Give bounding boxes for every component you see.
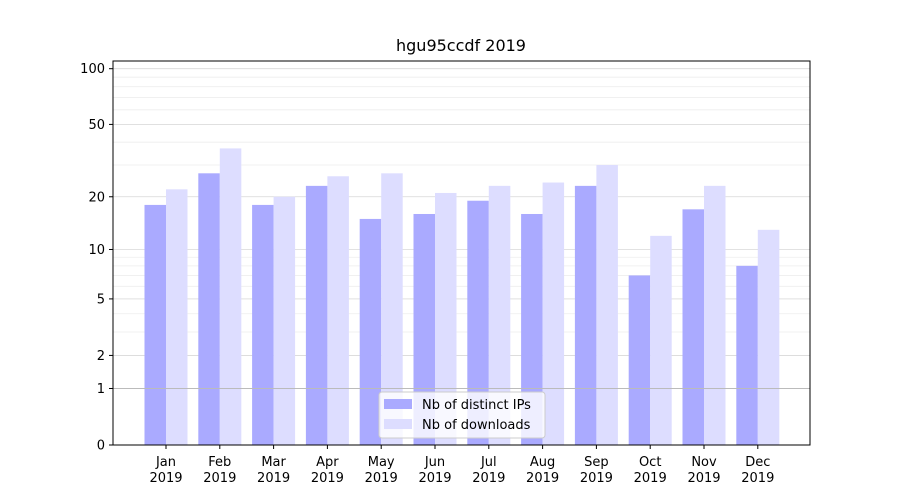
x-tick-label-month: May bbox=[368, 455, 395, 470]
bar-distinct-ips bbox=[144, 204, 166, 445]
x-tick-label-year: 2019 bbox=[526, 471, 559, 486]
x-axis: Jan2019Feb2019Mar2019Apr2019May2019Jun20… bbox=[149, 445, 774, 486]
bar-downloads bbox=[327, 176, 349, 446]
bar-distinct-ips bbox=[628, 275, 651, 445]
bar-downloads bbox=[542, 182, 565, 445]
x-tick-label-month: Feb bbox=[208, 455, 231, 470]
y-tick-label: 1 bbox=[97, 382, 105, 397]
x-tick-label-year: 2019 bbox=[311, 471, 344, 486]
x-tick-label-year: 2019 bbox=[580, 471, 613, 486]
bar-downloads bbox=[596, 165, 618, 445]
bar-downloads bbox=[757, 229, 780, 445]
bar-downloads bbox=[435, 192, 457, 445]
bar-distinct-ips bbox=[736, 265, 758, 445]
y-tick-label: 100 bbox=[80, 62, 105, 77]
legend-label: Nb of distinct IPs bbox=[422, 398, 531, 413]
bar-distinct-ips bbox=[198, 173, 220, 445]
bar-downloads bbox=[704, 185, 726, 445]
legend-swatch bbox=[384, 419, 412, 429]
bar-distinct-ips bbox=[574, 185, 597, 445]
bar-downloads bbox=[381, 173, 403, 445]
x-tick-label-month: Apr bbox=[316, 455, 339, 470]
legend: Nb of distinct IPs Nb of downloads bbox=[378, 391, 546, 439]
bars bbox=[113, 148, 810, 446]
x-tick-label-year: 2019 bbox=[472, 471, 505, 486]
bar-downloads bbox=[650, 235, 672, 445]
x-tick-label-month: Jan bbox=[155, 455, 176, 470]
x-tick-label-year: 2019 bbox=[741, 471, 774, 486]
x-tick-label-month: Aug bbox=[530, 455, 555, 470]
bar-distinct-ips bbox=[305, 185, 328, 445]
x-tick-label-month: Mar bbox=[261, 455, 286, 470]
y-tick-label: 0 bbox=[97, 439, 105, 454]
y-tick-label: 5 bbox=[97, 292, 105, 307]
x-tick-label-month: Dec bbox=[745, 455, 770, 470]
chart-title: hgu95ccdf 2019 bbox=[396, 36, 526, 55]
bar-downloads bbox=[488, 185, 511, 445]
bar-distinct-ips bbox=[467, 200, 489, 445]
legend-swatch bbox=[384, 399, 412, 409]
legend-box bbox=[378, 391, 546, 439]
x-tick-label-month: Nov bbox=[691, 455, 717, 470]
x-tick-label-year: 2019 bbox=[149, 471, 182, 486]
x-tick-label-year: 2019 bbox=[203, 471, 236, 486]
bar-distinct-ips bbox=[682, 209, 704, 445]
bar-distinct-ips bbox=[521, 213, 543, 445]
bar-distinct-ips bbox=[252, 204, 274, 445]
x-tick-label-year: 2019 bbox=[418, 471, 451, 486]
y-tick-label: 10 bbox=[88, 243, 105, 258]
y-axis: 0 1 2 5 10 20 50 100 bbox=[80, 62, 113, 454]
x-tick-label-month: Oct bbox=[639, 455, 661, 470]
bar-downloads bbox=[219, 148, 242, 445]
x-tick-label-month: Sep bbox=[584, 455, 609, 470]
y-tick-label: 20 bbox=[88, 190, 105, 205]
x-tick-label-year: 2019 bbox=[365, 471, 398, 486]
x-tick-label-month: Jun bbox=[424, 455, 445, 470]
legend-label: Nb of downloads bbox=[422, 418, 531, 433]
y-tick-label: 2 bbox=[97, 349, 105, 364]
x-tick-label-year: 2019 bbox=[634, 471, 667, 486]
bar-distinct-ips bbox=[413, 213, 435, 445]
bar-distinct-ips bbox=[359, 218, 382, 445]
plot-frame bbox=[112, 60, 811, 446]
x-tick-label-year: 2019 bbox=[687, 471, 720, 486]
bar-downloads bbox=[273, 196, 296, 445]
x-tick-label-year: 2019 bbox=[257, 471, 290, 486]
x-tick-label-month: Jul bbox=[480, 455, 497, 470]
y-tick-label: 50 bbox=[88, 118, 105, 133]
bar-downloads bbox=[166, 189, 188, 445]
